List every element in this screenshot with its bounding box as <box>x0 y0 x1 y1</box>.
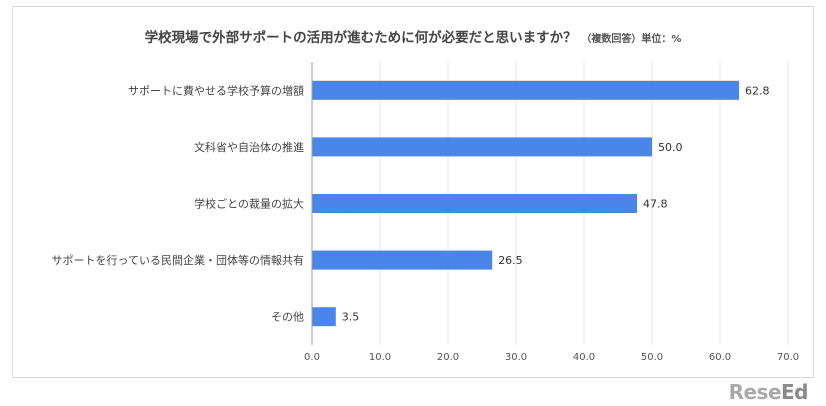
bar-value-label: 47.8 <box>643 198 668 211</box>
chart-frame <box>12 6 814 378</box>
chart-title: 学校現場で外部サポートの活用が進むために何が必要だと思いますか？ （複数回答）単… <box>0 26 826 46</box>
x-tick-label: 0.0 <box>304 352 320 363</box>
bars <box>312 80 740 327</box>
labels: 0.0 10.0 20.0 30.0 40.0 50.0 60.0 70.0 62.8 サポートに… <box>52 83 800 363</box>
category-label: サポートに費やせる学校予算の増額 <box>128 83 304 97</box>
category-label: 文科省や自治体の推進 <box>194 140 304 154</box>
chart-title-main: 学校現場で外部サポートの活用が進むために何が必要だと思いますか？ <box>144 30 577 46</box>
bar <box>312 307 336 327</box>
bar-value-label: 62.8 <box>745 84 770 97</box>
bar <box>312 137 652 157</box>
category-label: サポートを行っている民間企業・団体等の情報共有 <box>52 253 304 267</box>
bar-value-label: 50.0 <box>658 141 683 154</box>
x-tick-label: 20.0 <box>437 352 459 363</box>
category-label: 学校ごとの裁量の拡大 <box>194 197 304 211</box>
x-tick-label: 60.0 <box>709 352 731 363</box>
chart-title-unit: （複数回答）単位：% <box>581 34 682 45</box>
category-label: その他 <box>271 311 304 324</box>
bar <box>312 80 740 100</box>
x-tick-label: 50.0 <box>641 352 663 363</box>
x-tick-label: 40.0 <box>573 352 595 363</box>
x-tick-label: 30.0 <box>505 352 527 363</box>
bar <box>312 194 638 213</box>
bar-value-label: 3.5 <box>342 311 360 324</box>
bar <box>312 250 493 270</box>
bar-value-label: 26.5 <box>498 254 523 267</box>
x-tick-label: 70.0 <box>777 352 799 363</box>
x-tick-label: 10.0 <box>369 352 391 363</box>
reseed-logo: ReseEd <box>728 380 809 404</box>
